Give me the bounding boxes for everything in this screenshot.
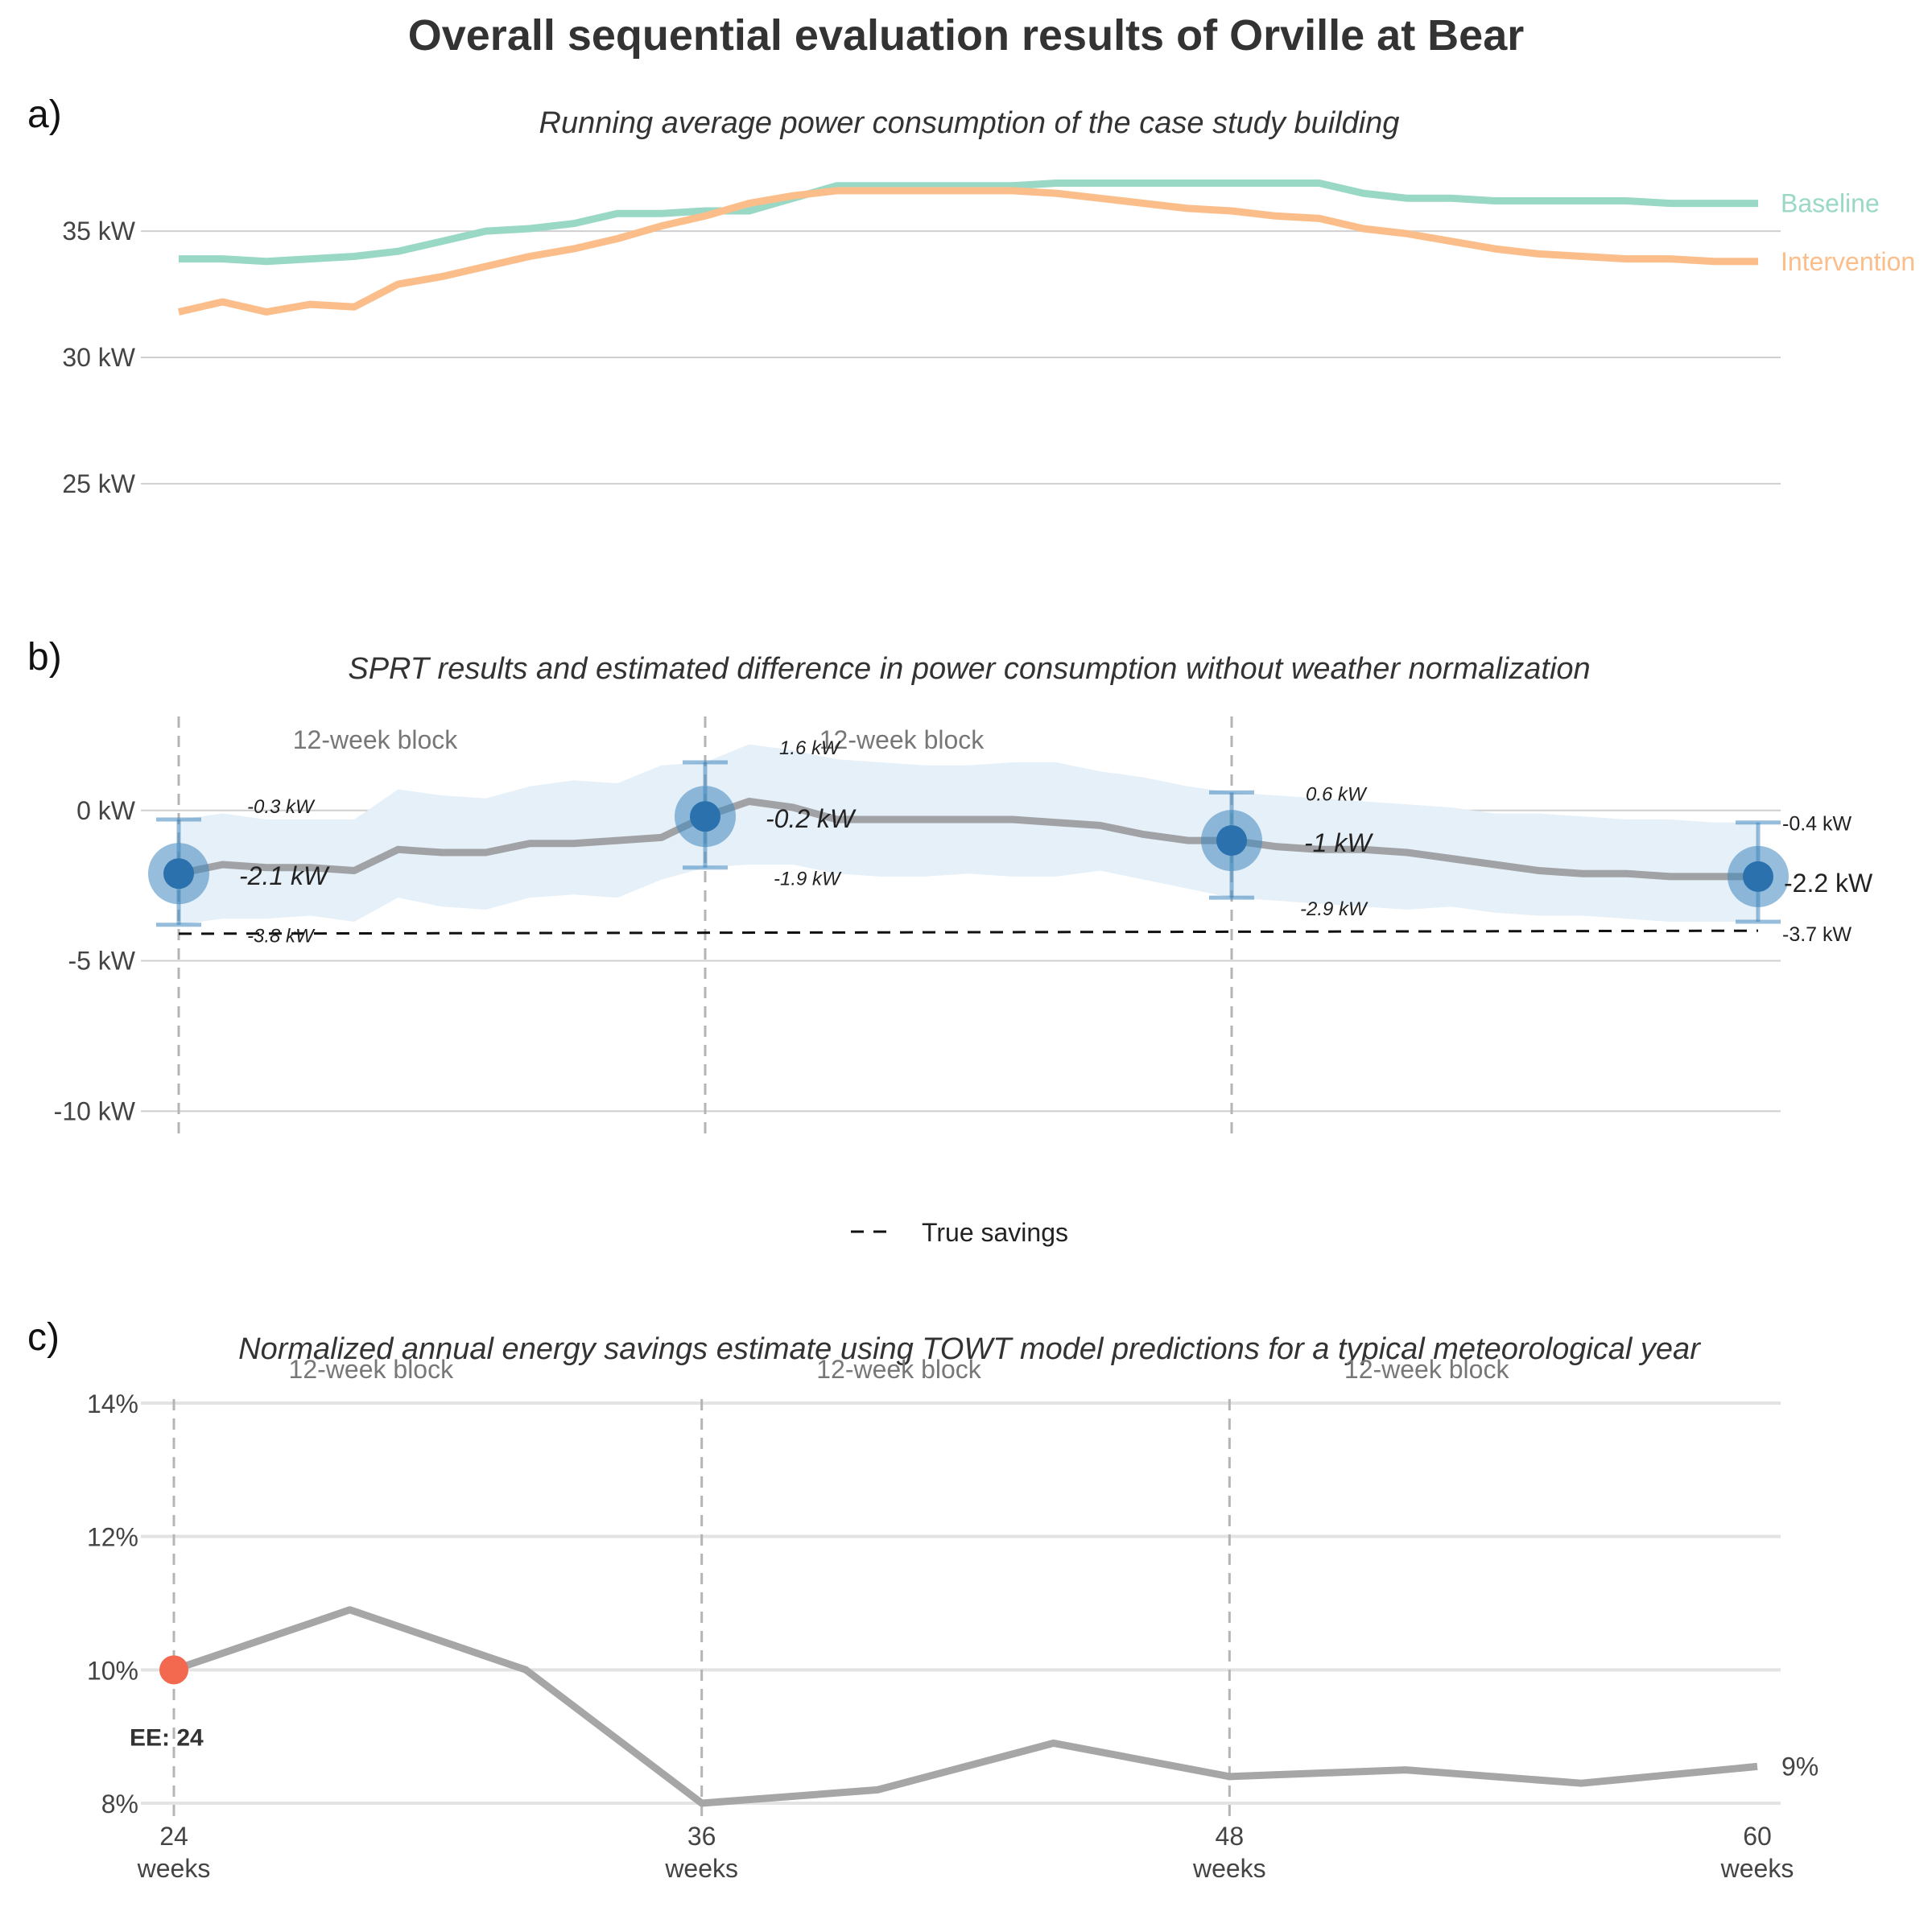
panel-c-block-dividers bbox=[172, 1399, 1231, 1821]
panel-b-block-dividers bbox=[177, 716, 1233, 1137]
sprt-marker bbox=[163, 858, 194, 890]
sprt-estimate-label: -0.2 kW bbox=[766, 804, 857, 833]
block-label-b: 12-week block bbox=[819, 725, 985, 754]
panel-a-subtitle: Running average power consumption of the… bbox=[539, 106, 1400, 140]
panel-b-letter: b) bbox=[27, 636, 62, 679]
block-label-b: 12-week block bbox=[293, 725, 459, 754]
y-tick-label-a: 35 kW bbox=[62, 217, 135, 246]
panel-a-series-labels: Baseline Intervention bbox=[1781, 189, 1915, 276]
x-tick-label-unit: weeks bbox=[664, 1854, 738, 1883]
block-label-c: 12-week block bbox=[816, 1355, 982, 1384]
panel-b-estimate-line bbox=[178, 798, 1758, 881]
sprt-point-24: -0.3 kW -2.1 kW -3.8 kW bbox=[148, 796, 330, 947]
panel-c-y-ticks: 8% 10% 12% 14% bbox=[87, 1389, 138, 1818]
y-tick-label-c: 14% bbox=[87, 1389, 138, 1418]
panel-a-series bbox=[177, 180, 1758, 316]
sprt-point-60: -0.4 kW -2.2 kW -3.7 kW bbox=[1728, 813, 1873, 946]
panel-c-block-labels: 12-week block 12-week block 12-week block bbox=[289, 1355, 1510, 1384]
sprt-upper-label: -0.4 kW bbox=[1782, 813, 1852, 836]
sprt-upper-label: 0.6 kW bbox=[1306, 783, 1368, 805]
sprt-point-48: 0.6 kW -1 kW -2.9 kW bbox=[1201, 783, 1373, 920]
sprt-lower-label: -2.9 kW bbox=[1300, 898, 1368, 920]
series-label-intervention: Intervention bbox=[1781, 247, 1915, 276]
panel-a: a) Running average power consumption of … bbox=[27, 93, 1915, 498]
sprt-marker bbox=[1216, 825, 1247, 857]
x-tick-label-number: 24 bbox=[159, 1822, 188, 1851]
legend: True savings bbox=[851, 1218, 1068, 1247]
sprt-estimate-label: -2.1 kW bbox=[239, 861, 330, 890]
y-tick-label-c: 10% bbox=[87, 1656, 138, 1685]
block-label-c: 12-week block bbox=[1344, 1355, 1510, 1384]
sprt-point-36: 1.6 kW -0.2 kW -1.9 kW bbox=[675, 737, 857, 890]
sprt-upper-label: -0.3 kW bbox=[247, 796, 316, 818]
series-line-baseline bbox=[179, 180, 1758, 266]
panel-b-block-labels: 12-week block 12-week block bbox=[293, 725, 985, 754]
y-tick-label-c: 8% bbox=[101, 1790, 138, 1818]
true-savings-line bbox=[178, 929, 1759, 935]
sprt-lower-label: -1.9 kW bbox=[774, 869, 842, 890]
ee-marker bbox=[159, 1655, 188, 1685]
panel-b-confidence-band bbox=[179, 744, 1758, 925]
savings-line bbox=[172, 1606, 1758, 1807]
panel-a-y-ticks: 25 kW 30 kW 35 kW bbox=[62, 217, 135, 498]
panel-b-y-ticks: -10 kW -5 kW 0 kW bbox=[54, 796, 136, 1126]
y-tick-label-b: 0 kW bbox=[76, 796, 136, 825]
panel-c-letter: c) bbox=[27, 1316, 60, 1359]
block-label-c: 12-week block bbox=[289, 1355, 455, 1384]
panel-c-gridlines bbox=[141, 1402, 1781, 1805]
x-tick-label-unit: weeks bbox=[137, 1854, 211, 1883]
panel-a-letter: a) bbox=[27, 93, 62, 136]
y-tick-label-a: 25 kW bbox=[62, 469, 135, 498]
panel-c-savings-line: 9% bbox=[172, 1606, 1818, 1807]
x-tick-label-number: 60 bbox=[1743, 1822, 1772, 1851]
x-tick-label-number: 48 bbox=[1216, 1822, 1245, 1851]
estimate-line bbox=[178, 798, 1758, 881]
series-label-baseline: Baseline bbox=[1781, 189, 1880, 218]
sprt-marker bbox=[1743, 861, 1773, 892]
savings-end-label: 9% bbox=[1781, 1752, 1818, 1781]
y-tick-label-b: -10 kW bbox=[54, 1096, 136, 1125]
confidence-band bbox=[179, 744, 1758, 925]
panel-b-sprt-points: -0.3 kW -2.1 kW -3.8 kW 1.6 kW -0.2 kW -1.9 k… bbox=[148, 737, 1873, 947]
sprt-marker bbox=[690, 801, 720, 832]
x-axis-ticks: 24 weeks 36 weeks 48 weeks 60 weeks bbox=[137, 1822, 1794, 1883]
sprt-lower-label: -3.7 kW bbox=[1782, 923, 1852, 946]
x-tick-label-unit: weeks bbox=[1192, 1854, 1266, 1883]
sprt-estimate-label: -1 kW bbox=[1304, 828, 1373, 857]
panel-c: c) Normalized annual energy savings esti… bbox=[27, 1316, 1818, 1883]
y-tick-label-c: 12% bbox=[87, 1523, 138, 1552]
figure-title: Overall sequential evaluation results of… bbox=[408, 11, 1525, 60]
panel-c-subtitle: Normalized annual energy savings estimat… bbox=[238, 1332, 1701, 1366]
panel-b: b) SPRT results and estimated difference… bbox=[27, 636, 1873, 1137]
x-tick-label-number: 36 bbox=[687, 1822, 716, 1851]
panel-c-ee-marker: EE: 24 bbox=[130, 1655, 204, 1751]
series-line-intervention bbox=[177, 187, 1758, 316]
x-tick-label-unit: weeks bbox=[1720, 1854, 1794, 1883]
ee-label: EE: 24 bbox=[130, 1724, 204, 1751]
sprt-estimate-label: -2.2 kW bbox=[1784, 869, 1873, 898]
legend-true-savings-label: True savings bbox=[922, 1218, 1068, 1247]
panel-b-true-savings bbox=[178, 929, 1759, 935]
sprt-upper-label: 1.6 kW bbox=[779, 737, 841, 759]
y-tick-label-a: 30 kW bbox=[62, 343, 135, 372]
sprt-lower-label: -3.8 kW bbox=[247, 926, 316, 947]
panel-b-subtitle: SPRT results and estimated difference in… bbox=[348, 652, 1590, 686]
panel-a-gridlines bbox=[141, 230, 1781, 485]
y-tick-label-b: -5 kW bbox=[68, 947, 135, 976]
